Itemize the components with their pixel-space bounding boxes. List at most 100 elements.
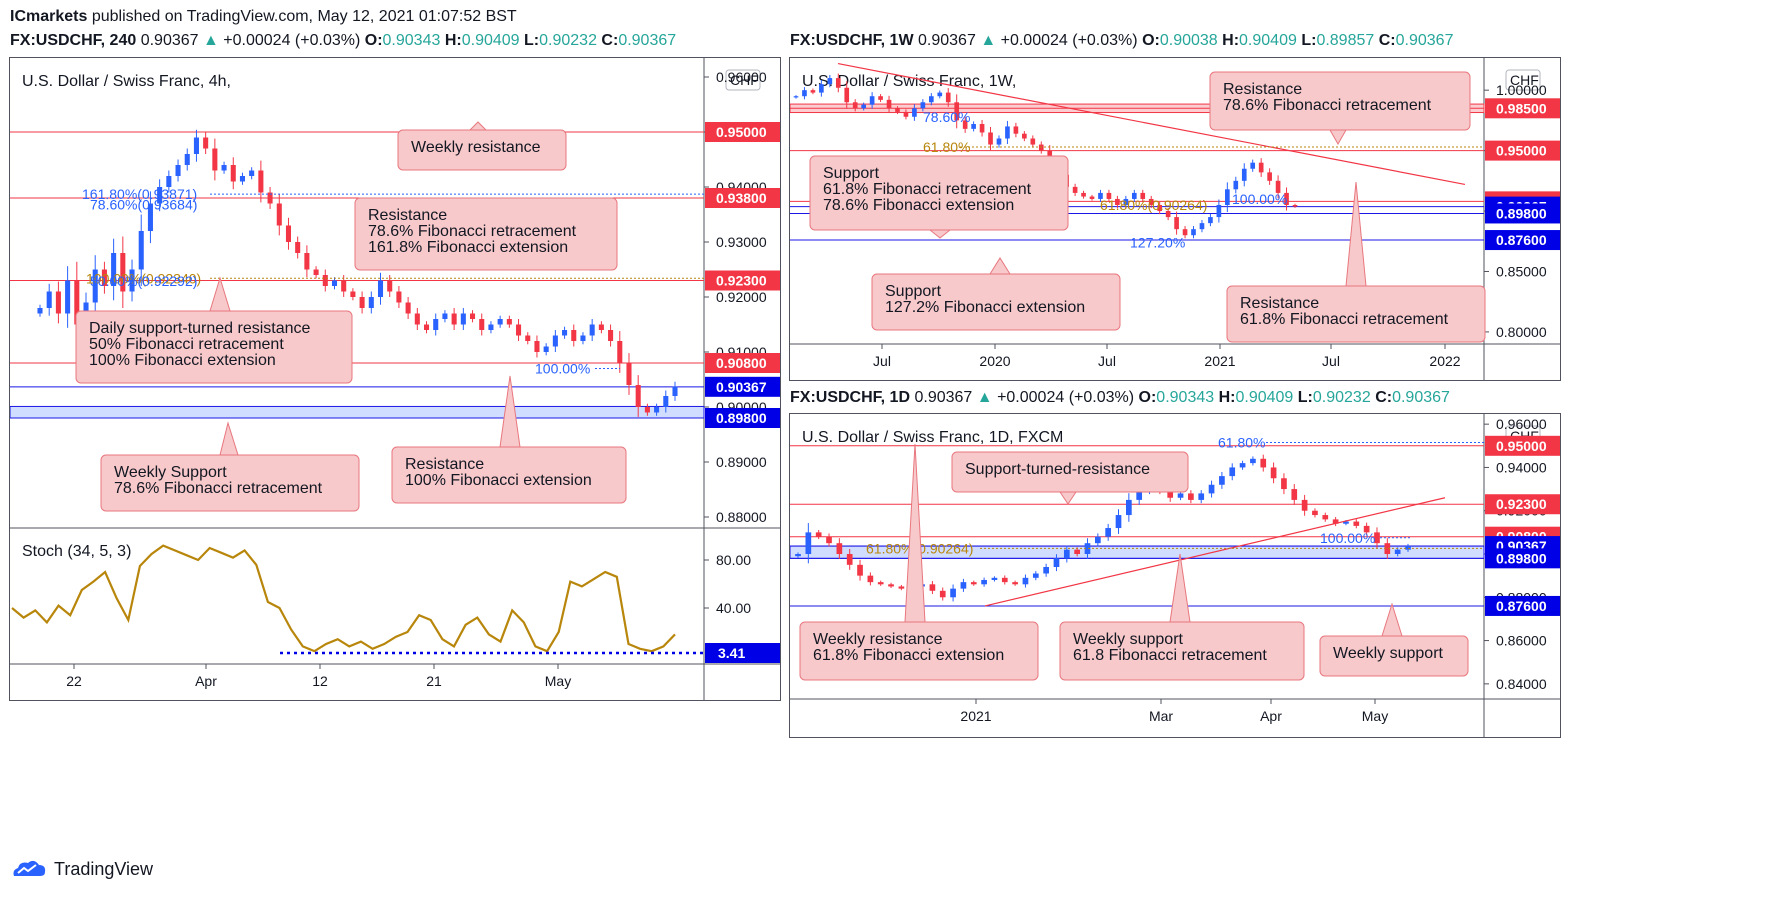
candle-body [203,137,209,149]
up-arrow-icon: ▲ [980,32,997,49]
candle-body [1005,126,1010,139]
annotation-callout-pointer [1169,553,1191,623]
candle-body [1063,549,1070,559]
y-tick-label: 0.85000 [1496,263,1547,279]
price-label-box [1485,494,1560,515]
chart-1w-svg[interactable]: U.S. Dollar / Swiss Franc, 1W, CHF1.00000… [790,58,1560,380]
symbol-1d: FX:USDCHF, 1D [790,389,911,406]
candle-body [1022,577,1029,585]
price-label: 0.92300 [716,273,767,289]
currency-tag: CHF [1510,72,1539,88]
candle-body [1216,205,1222,218]
annotation-callout[interactable]: Weekly resistance [397,121,567,171]
change-1w: +0.00024 (+0.03%) [1000,32,1138,49]
price-label-box [1485,140,1560,161]
candle-body [1177,493,1184,498]
tradingview-logo[interactable]: TradingView [10,858,153,880]
annotation-callout-text: Resistance [405,456,484,473]
candle-body [433,319,439,330]
candle-body [368,297,374,308]
up-arrow-icon: ▲ [976,389,993,406]
candle-body [991,577,998,580]
candle-body [1281,478,1287,490]
cloud-logo-icon [13,860,46,876]
candle-body [929,584,936,591]
candle-body [1012,582,1018,585]
chart-4h-svg[interactable]: U.S. Dollar / Swiss Franc, 4h, CHF0.96000… [10,58,780,700]
candle-body [157,187,163,204]
fib-label: 61.80% [1218,435,1265,451]
candle-body [1140,192,1146,199]
candle-body [962,120,968,129]
change-1d: +0.00024 (+0.03%) [997,389,1135,406]
stoch-tick-label: 80.00 [716,552,751,568]
x-tick-label: 21 [426,673,442,689]
chart-1w-panel[interactable]: U.S. Dollar / Swiss Franc, 1W, CHF 1.00000… [789,57,1561,381]
candle-body [844,87,850,103]
quote-line-1d: FX:USDCHF, 1D 0.90367 ▲ +0.00024 (+0.03%… [790,389,1450,406]
annotation-callout[interactable]: Support-turned-resistance [951,451,1189,505]
chart-1d-svg[interactable]: U.S. Dollar / Swiss Franc, 1D, FXCMCHF0.… [790,414,1560,737]
annotation-callout-text: Weekly Support [114,464,227,481]
price-label: 0.93800 [716,190,767,206]
y-tick-label: 0.94000 [1496,459,1547,475]
candle-body [359,297,365,308]
candle-body [945,92,951,103]
close-1d: 0.90367 [1392,389,1450,406]
up-arrow-icon: ▲ [203,32,219,49]
candle-body [598,324,604,330]
annotation-callout-text: 61.8 Fibonacci retracement [1073,647,1267,664]
price-label: 0.98500 [1496,100,1547,116]
chart-1d-panel[interactable]: U.S. Dollar / Swiss Franc, 1D, FXCMCHF0.… [789,413,1561,738]
price-label: 0.95000 [1496,143,1547,159]
candle-body [239,176,245,182]
candle-body [1208,217,1213,224]
candle-body [857,564,863,576]
candle-body [92,269,98,303]
candle-body [101,269,107,286]
fib-label: 100.00% [1320,530,1375,546]
annotation-callout-box [1319,635,1469,677]
candle-body [460,313,466,325]
annotation-callout[interactable]: Weekly support [1319,602,1469,677]
last-4h: 0.90367 [140,32,199,49]
high-1d: 0.90409 [1235,389,1294,406]
annotation-callout-pointer [904,443,926,623]
candle-body [184,154,190,165]
candle-body [810,90,816,93]
y-tick-label: 1.00000 [1496,82,1547,98]
candle-body [1182,229,1188,236]
candle-body [129,269,135,292]
candle-body [1167,489,1174,498]
annotation-callout-text: Daily support-turned resistance [89,320,311,337]
candle-body [221,165,227,171]
candle-body [304,253,310,270]
candle-body [869,96,875,105]
candle-body [580,335,586,341]
chart-4h-panel[interactable]: U.S. Dollar / Swiss Franc, 4h, CHF 0.96000… [9,57,781,701]
candle-body [147,203,153,231]
candle-body [1384,543,1391,555]
candle-body [138,231,144,270]
annotation-callout-pointer [1059,491,1077,505]
candle-body [193,137,199,154]
candle-body [835,78,841,88]
x-tick-label: 2020 [979,353,1010,369]
candle-body [470,313,476,319]
price-label-box [1485,435,1560,456]
annotation-callout-text: Resistance [368,207,447,224]
candle-body [1284,192,1289,205]
annotation-callout-text: 61.8% Fibonacci extension [813,647,1004,664]
x-tick-label: 2021 [1204,353,1235,369]
candle-body [1394,549,1401,555]
